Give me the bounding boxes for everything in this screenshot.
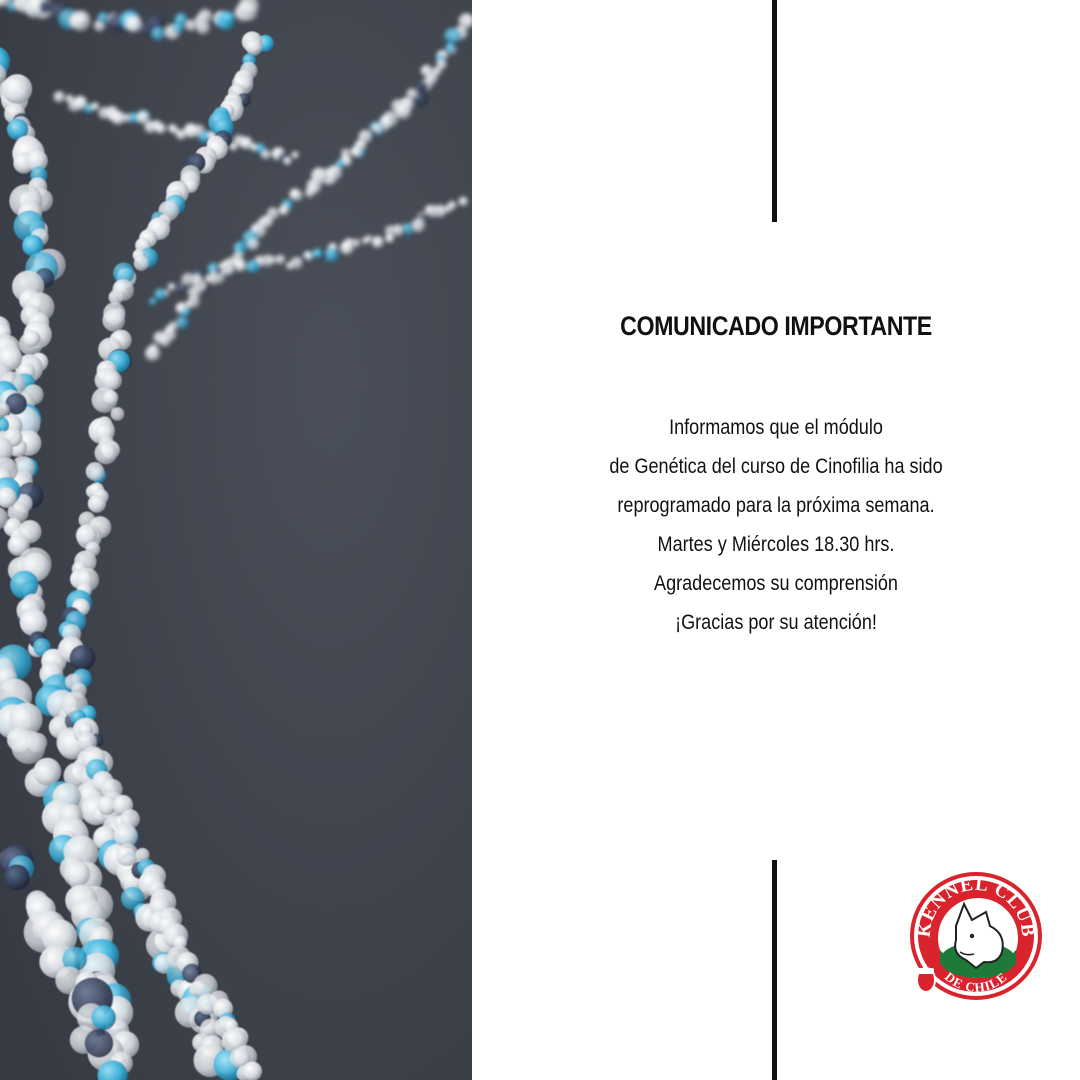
notice-line: Martes y Miércoles 18.30 hrs. (515, 525, 1038, 564)
notice-line: Agradecemos su comprensión (515, 564, 1038, 603)
notice-line: reprogramado para la próxima semana. (515, 486, 1038, 525)
divider-line-top (772, 0, 777, 222)
divider-line-bottom (772, 860, 777, 1080)
dna-photo (0, 0, 472, 1080)
notice-line: de Genética del curso de Cinofilia ha si… (515, 447, 1038, 486)
kennel-club-emblem-icon: KENNEL CLUB DE CHILE (906, 864, 1046, 1014)
dna-helix-image (0, 0, 472, 1080)
notice-body: Informamos que el módulo de Genética del… (515, 408, 1038, 642)
kennel-club-logo: KENNEL CLUB DE CHILE (906, 864, 1046, 1014)
notice-title: COMUNICADO IMPORTANTE (515, 306, 1038, 346)
notice-line: Informamos que el módulo (515, 408, 1038, 447)
notice-line: ¡Gracias por su atención! (515, 603, 1038, 642)
